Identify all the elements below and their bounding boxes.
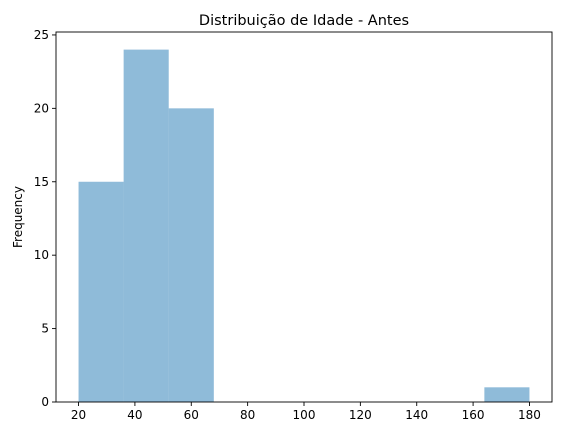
- x-tick-label: 40: [127, 408, 142, 422]
- y-tick-label: 10: [34, 248, 49, 262]
- y-tick-label: 5: [41, 322, 49, 336]
- x-tick-label: 80: [240, 408, 255, 422]
- x-tick-label: 160: [462, 408, 485, 422]
- x-tick-label: 60: [184, 408, 199, 422]
- y-axis-ticks: 0 5 10 15 20 25: [34, 28, 56, 409]
- x-tick-label: 100: [293, 408, 316, 422]
- y-tick-label: 25: [34, 28, 49, 42]
- x-tick-label: 20: [71, 408, 86, 422]
- bars-group: [79, 50, 530, 402]
- y-tick-label: 15: [34, 175, 49, 189]
- y-tick-label: 20: [34, 101, 49, 115]
- x-axis-ticks: 20 40 60 80 100 120 140 160 180: [71, 402, 541, 422]
- histogram-bar-2: [169, 108, 214, 402]
- histogram-bar-1: [124, 50, 169, 402]
- x-tick-label: 120: [349, 408, 372, 422]
- x-tick-label: 180: [518, 408, 541, 422]
- x-tick-label: 140: [405, 408, 428, 422]
- y-axis-label: Frequency: [11, 186, 25, 248]
- histogram-bar-9: [484, 387, 529, 402]
- histogram-bar-0: [79, 182, 124, 402]
- y-tick-label: 0: [41, 395, 49, 409]
- chart-title: Distribuição de Idade - Antes: [199, 13, 409, 29]
